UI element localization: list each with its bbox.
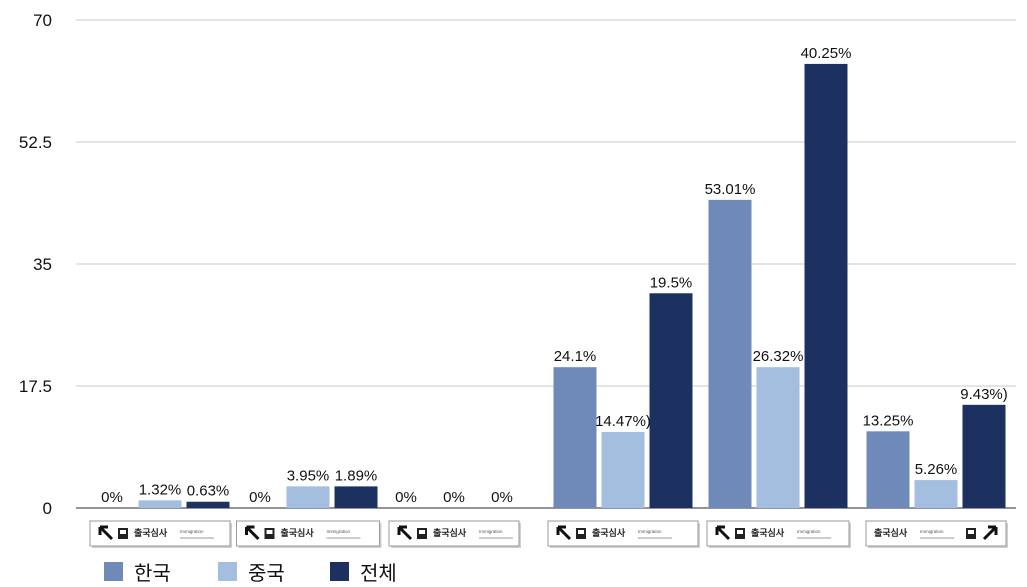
data-label: 0%: [395, 489, 417, 506]
legend-label: 전체: [360, 562, 397, 585]
sign-label: 출국심사: [751, 527, 785, 538]
legend-label: 중국: [248, 563, 285, 585]
bar-전체-6: [962, 404, 1006, 508]
bar-전체-4: [649, 293, 693, 508]
sign-sublabel: Immigration: [638, 529, 662, 534]
bar-한국-6: [866, 431, 910, 508]
data-label: 13.25%: [863, 412, 914, 429]
data-label: 3.95%: [287, 467, 330, 484]
bar-중국-5: [756, 367, 800, 508]
data-label: 1.32%: [139, 481, 182, 498]
data-label: 14.47%): [595, 413, 651, 430]
bar-중국-1: [138, 500, 182, 508]
sign-label: 출국심사: [592, 527, 626, 538]
immigration-sign-arrow-up-right-icon: 출국심사 Immigration: [865, 520, 1008, 548]
data-label: 1.89%: [335, 467, 378, 484]
sign-sublabel: Immigration: [920, 529, 944, 534]
data-label: 0%: [443, 489, 465, 506]
gridlines: [76, 19, 1016, 509]
bar-한국-4: [553, 367, 597, 508]
y-axis-ticks: 0 17.5 35 52.5 70: [19, 11, 52, 518]
data-label: 19.5%: [650, 274, 693, 291]
data-label: 0%: [249, 489, 271, 506]
data-label: 0%: [101, 489, 123, 506]
immigration-sign-arrow-up-left-icon: 출국심사 Immigration: [236, 520, 382, 548]
data-label: 26.32%: [753, 348, 804, 365]
bar-전체-1: [186, 501, 230, 508]
data-label: 0.63%: [187, 483, 230, 500]
data-label: 24.1%: [554, 348, 597, 365]
bar-한국-5: [708, 199, 752, 508]
bars: [138, 63, 1006, 509]
bar-전체-2: [334, 486, 378, 508]
y-tick-label: 35: [33, 255, 52, 274]
bar-중국-4: [601, 432, 645, 508]
immigration-sign-arrow-up-left-bold-icon: 출국심사 Immigration: [547, 520, 700, 548]
sign-label: 출국심사: [281, 527, 315, 538]
sign-sublabel: Immigration: [479, 529, 503, 534]
sign-sublabel: Immigration: [327, 529, 351, 534]
immigration-sign-arrow-up-left-compact-icon: 출국심사 Immigration: [388, 520, 521, 548]
sign-label: 출국심사: [433, 527, 467, 538]
category-sign-icons: 출국심사 Immigration 출국심사 Immigration 출국심사 Immigr…: [89, 520, 1008, 548]
data-label: 9.43%): [960, 386, 1008, 403]
data-label: 40.25%: [801, 45, 852, 62]
immigration-sign-arrow-up-left-large-icon: 출국심사 Immigration: [706, 520, 851, 548]
legend-swatch: [330, 562, 349, 581]
legend: 한국 중국 전체: [104, 562, 397, 585]
legend-swatch: [218, 562, 237, 581]
sign-sublabel: Immigration: [797, 529, 821, 534]
legend-swatch: [104, 562, 123, 581]
y-tick-label: 52.5: [19, 133, 52, 152]
bar-중국-6: [914, 480, 958, 508]
bar-중국-2: [286, 486, 330, 508]
sign-label: 출국심사: [874, 527, 908, 538]
data-label: 5.26%: [915, 461, 958, 478]
sign-label: 출국심사: [134, 527, 168, 538]
immigration-sign-arrow-up-left-small-icon: 출국심사 Immigration: [89, 520, 232, 548]
y-tick-label: 17.5: [19, 377, 52, 396]
sign-sublabel: Immigration: [180, 529, 204, 534]
y-tick-label: 0: [43, 499, 52, 518]
data-label: 0%: [491, 489, 513, 506]
data-labels: 0% 0% 0% 24.1% 53.01% 13.25% 1.32% 3.95% 0% 14.47…: [101, 45, 1008, 506]
y-tick-label: 70: [33, 11, 52, 30]
bar-전체-5: [804, 63, 848, 509]
data-label: 53.01%: [705, 181, 756, 198]
legend-label: 한국: [134, 562, 171, 585]
